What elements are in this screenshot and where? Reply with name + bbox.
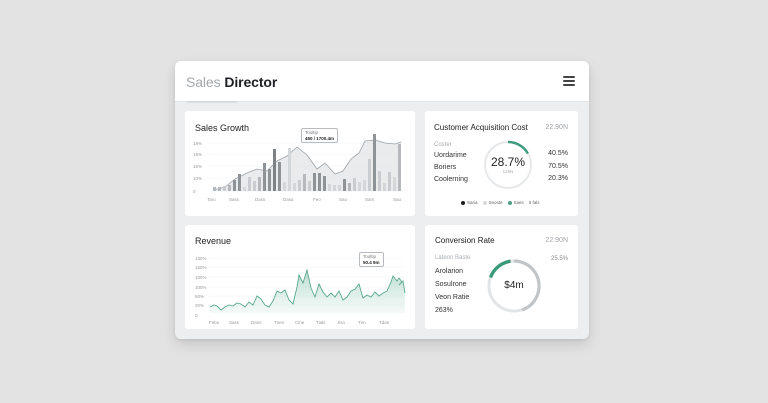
stat-value: 20.3% [548,175,568,182]
stat-label: Arolarion [435,268,464,275]
stat-value: 40.5% [548,150,568,157]
card-title: Conversion Rate [435,236,495,245]
stat-label: 263% [435,307,453,314]
tooltip-label: Tooltip [363,254,377,259]
svg-text:150%: 150% [195,265,207,270]
tooltip-value: 450 / 1700.4m [305,135,335,141]
svg-text:50%: 50% [195,294,204,299]
x-tick: Dasa [283,197,294,202]
title-prefix: Sales [186,74,221,90]
x-tick: Dans [251,320,262,325]
tooltip-value: 50.4 9m [363,259,380,265]
chart-legend: Saria Seoste Saes 5 fals [461,200,540,205]
cac-donut-chart[interactable] [425,111,578,216]
legend-item[interactable]: Seoste [482,200,503,205]
donut-center-value: $4m [504,280,524,291]
x-tick: Sars [365,197,375,202]
stat-label: Veon Ratie [435,294,470,301]
x-tick: Febs [209,320,220,325]
y-tick: 18% [193,152,202,157]
sales-growth-card: Sales Growth 0 10% 15% 18% 19% [185,111,415,216]
x-tick: Sao [339,197,348,202]
tooltip-label: Tooltip [305,130,319,135]
stat-label: Lateon Baste [435,255,471,261]
stat-label: Boriers [434,164,457,171]
header-bar: Sales Director [175,61,589,103]
stat-label: Uordarime [434,152,467,159]
x-tick: Cine [295,320,305,325]
x-tick: Sass [229,320,240,325]
card-meta: 22.90N [545,124,568,131]
sales-growth-chart[interactable]: 0 10% 15% 18% 19% [185,111,415,216]
page-title: Sales Director [186,74,277,90]
customer-acquisition-card: Customer Acquisition Cost 22.90N Coster … [425,111,578,216]
x-tick: Tdan [379,320,390,325]
stat-label: Coster [434,142,452,148]
x-tick: Sass [229,197,240,202]
bar-series [213,134,401,191]
stat-label: Coolerning [434,176,468,183]
y-tick: 19% [193,141,202,146]
y-tick: 15% [193,164,202,169]
x-tick: Sau [393,197,402,202]
revenue-card: Revenue 130% 150% 100% 100% 50% 20% 0 [185,225,415,329]
x-tick: Jisn [337,320,345,325]
legend-dot-icon [482,200,487,205]
legend-dot-icon [461,200,465,205]
svg-text:0: 0 [195,313,198,318]
conversion-rate-card: Conversion Rate 22.90N Lateon Baste Arol… [425,225,578,329]
y-tick: 0 [193,189,196,194]
x-tick: Taro [207,197,216,202]
title-main: Director [224,74,278,90]
legend-item[interactable]: Saria [461,200,478,205]
card-title: Customer Acquisition Cost [434,123,528,132]
legend-item[interactable]: Saes [507,200,524,205]
stat-value: 70.5% [548,163,568,170]
header-underline [187,101,237,103]
card-title: Revenue [195,236,232,246]
chart-tooltip: Tooltip 50.4 9m [359,252,384,267]
x-tick: Feo [313,197,321,202]
dashboard-window: Sales Director Sales Growth 0 10% 15% 18… [175,61,589,339]
svg-text:20%: 20% [195,303,204,308]
x-tick: Tirn [358,320,366,325]
stat-value: 25.5% [550,256,568,262]
conversion-donut-chart[interactable] [425,225,578,329]
card-title: Sales Growth [195,123,250,133]
chart-tooltip: Tooltip 450 / 1700.4m [301,128,339,143]
hamburger-menu-icon[interactable] [563,76,575,86]
x-tick: Tials [316,320,326,325]
legend-dot-icon [507,200,512,205]
svg-text:130%: 130% [195,256,207,261]
stat-label: Sosulrone [435,281,467,288]
x-tick: Tiren [274,320,285,325]
card-meta: 22.90N [545,237,568,244]
donut-center-value: 28.7% [490,155,526,169]
x-tick: Dass [255,197,266,202]
svg-text:100%: 100% [195,275,207,280]
revenue-chart[interactable]: 130% 150% 100% 100% 50% 20% 0 Febs Sass [185,225,415,329]
donut-center-sub: 125N [502,169,514,174]
legend-item[interactable]: 5 fals [528,200,540,205]
svg-text:100%: 100% [195,285,207,290]
y-tick: 10% [193,176,202,181]
